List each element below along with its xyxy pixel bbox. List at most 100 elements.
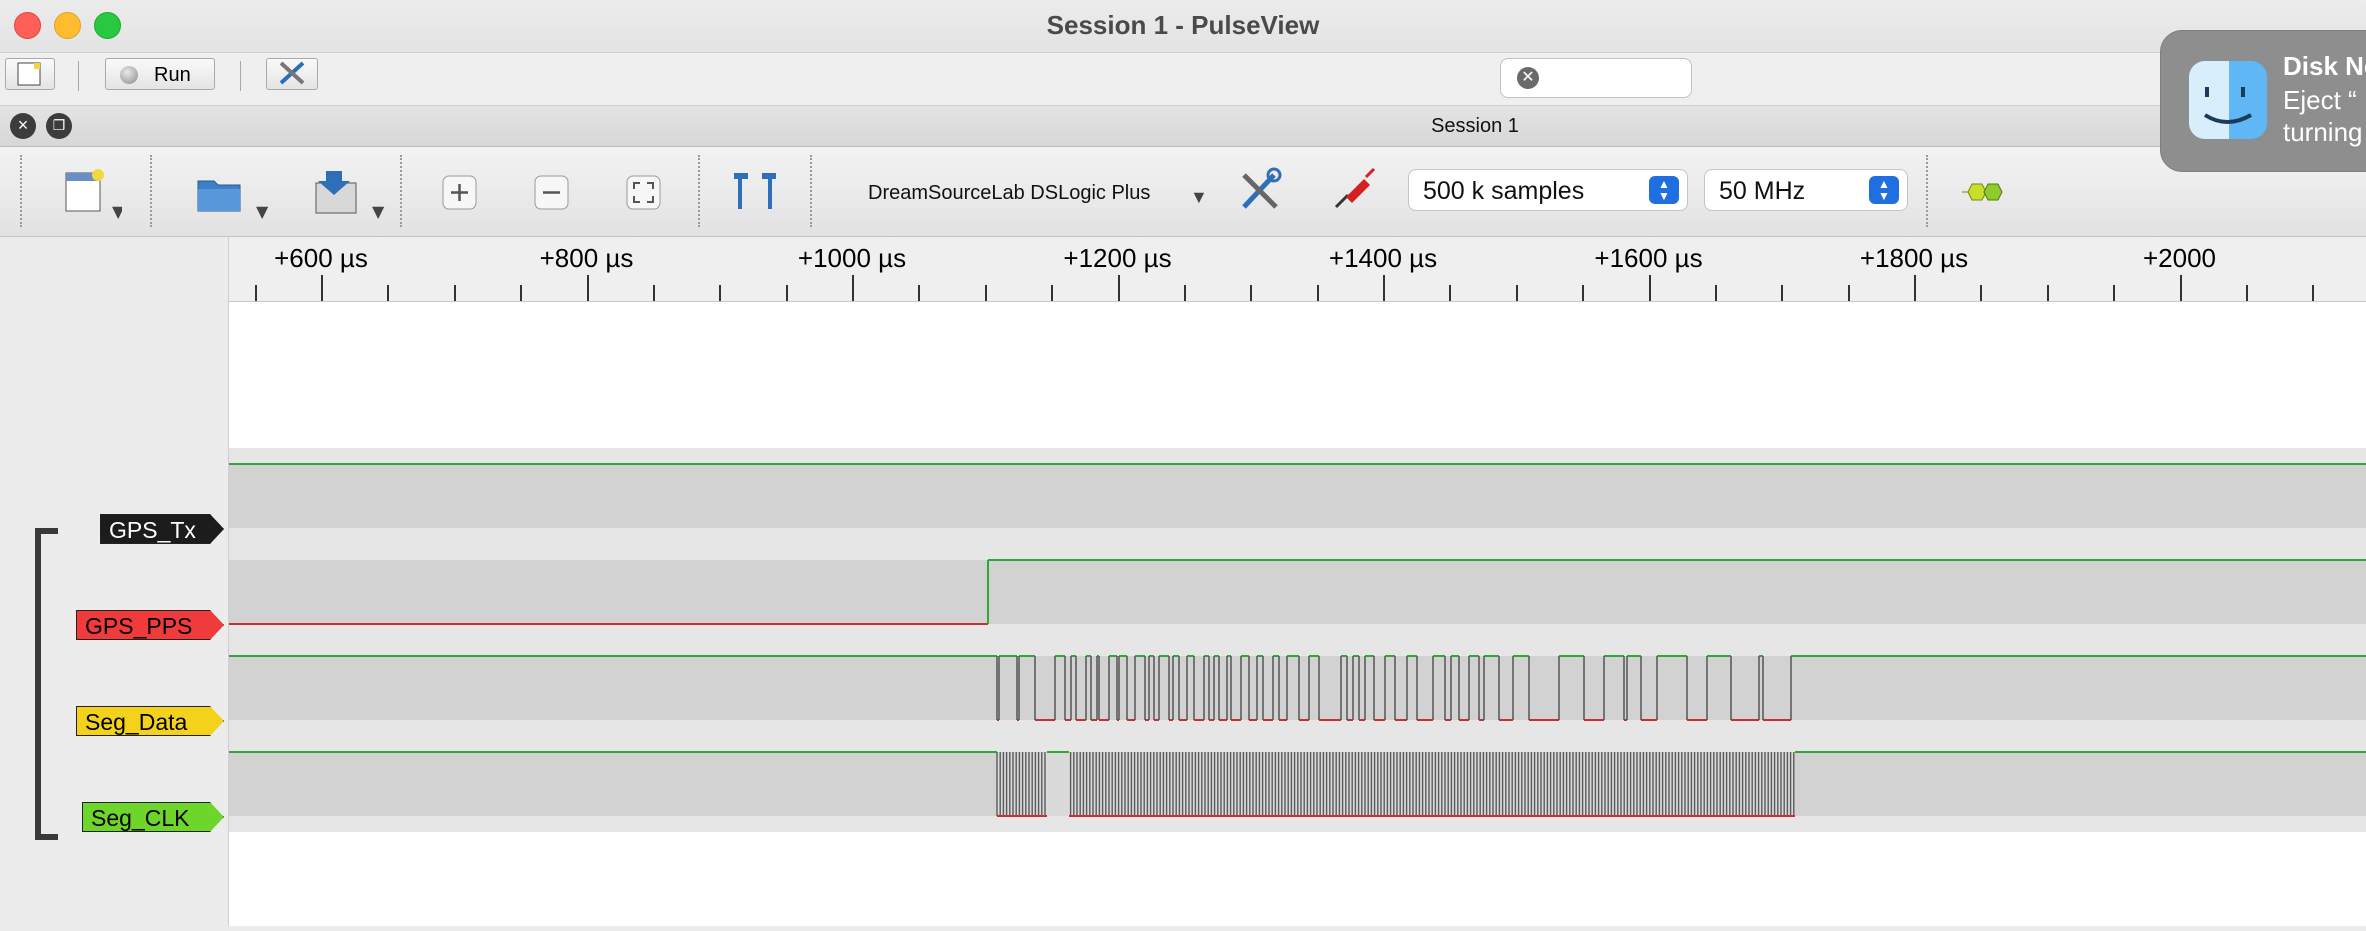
open-file-button[interactable]: ▼ xyxy=(196,169,276,226)
notification-banner[interactable]: Disk No Eject “ turning xyxy=(2160,30,2366,172)
ruler-minor-tick xyxy=(1316,285,1319,301)
save-icon: ▼ xyxy=(315,171,385,221)
ruler-tick-label: +1000 µs xyxy=(797,243,907,273)
ruler-major-tick xyxy=(321,275,323,301)
ruler-minor-tick xyxy=(984,285,987,301)
zoom-fit-icon xyxy=(626,175,661,210)
ruler-minor-tick xyxy=(1515,285,1518,301)
zoom-fit-button[interactable] xyxy=(626,175,662,216)
ruler-minor-tick xyxy=(1847,285,1850,301)
toolbar-divider xyxy=(810,155,812,227)
run-button-label: Run xyxy=(154,64,191,86)
ruler-minor-tick xyxy=(1980,285,1983,301)
ruler-minor-tick xyxy=(785,285,788,301)
ruler-minor-tick xyxy=(2245,285,2248,301)
select-arrows-icon: ▲ ▼ xyxy=(1869,176,1899,204)
run-button[interactable]: Run xyxy=(105,58,215,90)
ruler-tick-label: +1200 µs xyxy=(1063,243,1172,273)
close-window-button[interactable] xyxy=(14,12,41,39)
tools-icon xyxy=(279,61,305,85)
channel-group-bracket xyxy=(35,528,58,840)
trace-band xyxy=(229,656,2366,720)
notification-title: Disk No xyxy=(2283,51,2366,81)
cursors-button[interactable] xyxy=(730,169,782,218)
channel-label-gps-pps[interactable]: GPS_PPS xyxy=(76,610,224,640)
samplerate-select[interactable]: 50 MHz ▲ ▼ xyxy=(1704,169,1908,211)
sample-count-value: 500 k samples xyxy=(1423,177,1585,205)
ruler-minor-tick xyxy=(1582,285,1585,301)
cursor-markers-icon xyxy=(734,173,776,209)
new-document-icon xyxy=(17,62,41,86)
minimize-window-button[interactable] xyxy=(54,12,81,39)
ruler-tick-label: +1400 µs xyxy=(1328,243,1438,273)
ruler-minor-tick xyxy=(1714,285,1717,301)
toolbar-divider xyxy=(400,155,402,227)
toolbar-divider xyxy=(150,155,152,227)
toolbar-divider xyxy=(78,61,79,91)
toolbar-divider xyxy=(1926,155,1928,227)
new-view-button[interactable]: ▼ xyxy=(62,169,125,226)
channel-label-panel: GPS_Tx GPS_PPS Seg_Data Seg_CLK xyxy=(0,237,229,926)
clear-search-icon[interactable]: ✕ xyxy=(1517,67,1539,89)
session-bar: × ❐ Session 1 xyxy=(0,106,2366,147)
ruler-major-tick xyxy=(1914,275,1916,301)
svg-text:▼: ▼ xyxy=(112,202,122,221)
ruler-minor-tick xyxy=(1250,285,1253,301)
ruler-major-tick xyxy=(586,275,589,301)
zoom-out-button[interactable] xyxy=(534,175,570,216)
finder-icon xyxy=(2189,61,2267,139)
ruler-minor-tick xyxy=(918,285,921,301)
save-file-button[interactable]: ▼ xyxy=(312,167,392,226)
ruler-minor-tick xyxy=(1449,285,1452,301)
window-title: Session 1 - PulseView xyxy=(1046,10,1320,40)
zoom-out-icon xyxy=(534,175,569,210)
ruler-major-tick xyxy=(1648,275,1651,301)
ruler-minor-tick xyxy=(719,285,722,301)
ruler-tick-label: +1600 µs xyxy=(1594,243,1703,273)
decoder-button[interactable] xyxy=(1960,177,2006,212)
samplerate-value: 50 MHz xyxy=(1719,177,1806,205)
new-document-icon: ▼ xyxy=(65,169,125,221)
run-indicator-icon xyxy=(120,66,138,84)
notification-line1: Eject “ xyxy=(2283,85,2357,115)
ruler-tick-label: +600 µs xyxy=(274,243,368,273)
top-toolbar: Run ✕ xyxy=(0,53,2366,106)
ruler-minor-tick xyxy=(520,285,523,301)
search-field[interactable]: ✕ xyxy=(1500,58,1692,98)
session-title: Session 1 xyxy=(1431,115,1519,137)
time-ruler[interactable]: +600 µs +800 µs +1000 µs +1200 µs +1400 µs +1… xyxy=(229,237,2366,302)
channel-label-seg-clk[interactable]: Seg_CLK xyxy=(82,802,224,832)
zoom-in-icon xyxy=(442,175,477,210)
ruler-minor-tick xyxy=(254,285,257,301)
tools-icon xyxy=(1242,167,1282,209)
ruler-minor-tick xyxy=(1183,285,1186,301)
zoom-window-button[interactable] xyxy=(94,12,121,39)
window-titlebar: Session 1 - PulseView xyxy=(0,0,2366,53)
waveform-canvas xyxy=(229,448,2366,832)
settings-button[interactable] xyxy=(266,58,318,90)
ruler-major-tick xyxy=(2179,275,2182,301)
svg-text:▼: ▼ xyxy=(256,202,269,221)
device-config-button[interactable] xyxy=(1236,167,1284,220)
zoom-in-button[interactable] xyxy=(442,175,478,216)
new-session-button[interactable] xyxy=(5,58,55,90)
toolbar-grip xyxy=(20,155,22,227)
channel-label-seg-data[interactable]: Seg_Data xyxy=(76,706,224,736)
channel-label-gps-tx[interactable]: GPS_Tx xyxy=(100,514,224,544)
folder-icon: ▼ xyxy=(197,180,269,221)
close-session-button[interactable]: × xyxy=(10,113,36,139)
protocol-decoder-icon xyxy=(1962,183,2003,201)
sample-count-select[interactable]: 500 k samples ▲ ▼ xyxy=(1408,169,1688,211)
device-selector[interactable]: DreamSourceLab DSLogic Plus xyxy=(868,182,1151,204)
ruler-major-tick xyxy=(1383,275,1385,301)
ruler-minor-tick xyxy=(1051,285,1054,301)
toolbar-divider xyxy=(698,155,700,227)
select-arrows-icon: ▲ ▼ xyxy=(1649,176,1679,204)
device-dropdown-icon[interactable]: ▼ xyxy=(1190,187,1208,207)
notification-line2: turning xyxy=(2283,117,2363,147)
undock-session-button[interactable]: ❐ xyxy=(46,113,72,139)
probe-button[interactable] xyxy=(1330,165,1378,218)
ruler-minor-tick xyxy=(453,285,456,301)
main-toolbar: ▼ ▼ ▼ xyxy=(0,147,2366,237)
waveform-view[interactable] xyxy=(229,302,2366,926)
